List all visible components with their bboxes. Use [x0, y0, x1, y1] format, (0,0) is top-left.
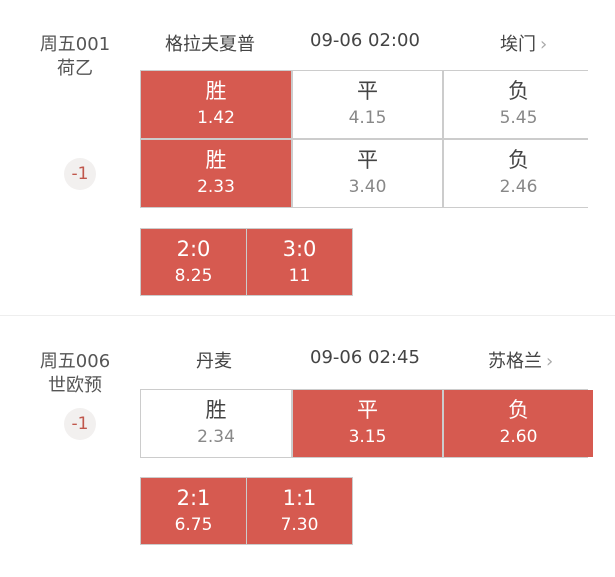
outcome-label: 负 [508, 398, 529, 422]
odds-value: 5.45 [499, 108, 538, 128]
away-team-link[interactable]: 苏格兰 › [488, 347, 553, 373]
match-time: 09-06 02:00 [310, 30, 420, 51]
handicap-cell-loss[interactable]: 负 2.46 [444, 140, 593, 207]
score-label: 1:1 [282, 486, 317, 510]
league-name: 世欧预 [48, 375, 102, 396]
odds-value: 7.30 [280, 515, 319, 535]
odds-cell-win[interactable]: 胜 2.34 [141, 390, 291, 457]
odds-value: 4.15 [348, 108, 387, 128]
handicap-cell-draw[interactable]: 平 3.40 [293, 140, 442, 207]
odds-value: 8.25 [174, 266, 213, 286]
outcome-label: 胜 [205, 398, 227, 422]
odds-value: 6.75 [174, 515, 213, 535]
odds-cell-loss[interactable]: 负 5.45 [444, 71, 593, 138]
handicap-badge: -1 [64, 158, 96, 190]
match-info: 周五001 荷乙 [30, 33, 120, 81]
odds-grid: 胜 1.42 平 4.15 负 5.45 胜 2.33 平 3.40 负 2.46 [140, 70, 593, 208]
odds-cell-loss[interactable]: 负 2.60 [444, 390, 593, 457]
outcome-label: 负 [508, 79, 529, 103]
score-cell[interactable]: 2:1 6.75 [141, 478, 246, 544]
odds-cell-draw[interactable]: 平 4.15 [293, 71, 442, 138]
outcome-label: 平 [357, 79, 378, 103]
match-id: 周五006 [39, 351, 111, 372]
away-team: 埃门 [500, 34, 536, 55]
odds-value: 3.40 [348, 177, 387, 197]
score-label: 2:1 [176, 486, 211, 510]
odds-value: 2.60 [499, 427, 538, 447]
score-label: 2:0 [176, 237, 211, 261]
handicap-cell-win[interactable]: 胜 2.33 [141, 140, 291, 207]
outcome-label: 胜 [205, 79, 227, 103]
odds-value: 2.33 [197, 177, 235, 197]
score-grid: 2:0 8.25 3:0 11 [140, 228, 353, 296]
divider [0, 315, 615, 316]
odds-cell-draw[interactable]: 平 3.15 [293, 390, 442, 457]
odds-value: 3.15 [348, 427, 387, 447]
match-info: 周五006 世欧预 [30, 350, 120, 398]
odds-value: 11 [288, 266, 311, 286]
home-team: 丹麦 [196, 351, 232, 372]
odds-cell-win[interactable]: 胜 1.42 [141, 71, 291, 138]
match-time: 09-06 02:45 [310, 347, 420, 368]
odds-grid: 胜 2.34 平 3.15 负 2.60 [140, 389, 593, 458]
odds-value: 2.34 [197, 427, 235, 447]
home-team: 格拉夫夏普 [165, 34, 255, 55]
score-cell[interactable]: 3:0 11 [247, 229, 352, 295]
match-id: 周五001 [39, 34, 111, 55]
score-grid: 2:1 6.75 1:1 7.30 [140, 477, 353, 545]
outcome-label: 负 [508, 148, 529, 172]
chevron-right-icon: › [540, 34, 548, 55]
league-name: 荷乙 [57, 58, 93, 79]
odds-value: 1.42 [197, 108, 235, 128]
outcome-label: 胜 [205, 148, 227, 172]
outcome-label: 平 [357, 398, 378, 422]
outcome-label: 平 [357, 148, 378, 172]
away-team: 苏格兰 [488, 351, 542, 372]
chevron-right-icon: › [546, 351, 554, 372]
handicap-badge: -1 [64, 408, 96, 440]
odds-value: 2.46 [499, 177, 538, 197]
score-label: 3:0 [282, 237, 317, 261]
score-cell[interactable]: 2:0 8.25 [141, 229, 246, 295]
score-cell[interactable]: 1:1 7.30 [247, 478, 352, 544]
away-team-link[interactable]: 埃门 › [500, 30, 547, 56]
